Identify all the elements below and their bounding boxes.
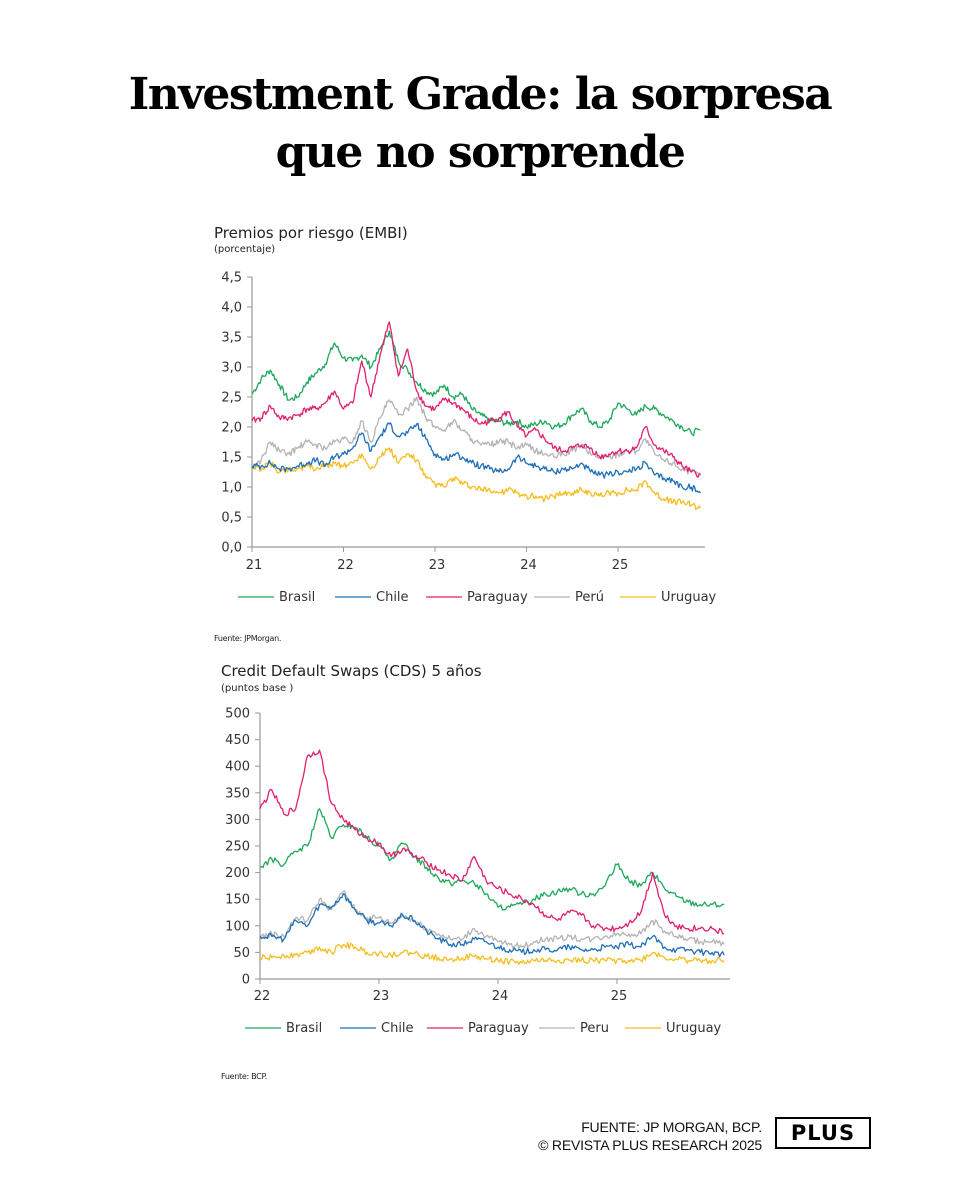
series-line-brasil <box>251 330 701 437</box>
y-tick-label: 0,5 <box>221 511 242 526</box>
legend-label: Uruguay <box>661 590 717 605</box>
x-tick-label: 23 <box>373 989 390 1004</box>
legend-label: Brasil <box>279 590 315 605</box>
y-tick-label: 4,5 <box>221 271 242 286</box>
legend-label: Perú <box>575 590 604 605</box>
plus-logo: PLUS <box>775 1117 871 1149</box>
y-tick-label: 50 <box>233 946 250 961</box>
headline-line-2: que no sorprende <box>275 127 686 178</box>
series-line-paraguay <box>251 321 701 478</box>
y-tick-label: 200 <box>225 866 250 881</box>
series-line-peru <box>259 890 725 950</box>
y-tick-label: 2,5 <box>221 391 242 406</box>
legend-label: Paraguay <box>467 590 528 605</box>
y-tick-label: 400 <box>225 760 250 775</box>
embi-chart: 0,0 0,5 1,0 1,5 2,0 2,5 3,0 3,5 4,0 4,5 21 22 23 24 25… <box>221 271 717 606</box>
x-tick-label: 22 <box>337 558 354 573</box>
y-tick-label: 2,0 <box>221 421 242 436</box>
x-tick-label: 25 <box>612 558 629 573</box>
y-tick-label: 300 <box>225 813 250 828</box>
y-tick-label: 3,5 <box>221 331 242 346</box>
legend-label: Paraguay <box>468 1021 529 1036</box>
series-line-chile <box>251 422 701 494</box>
y-tick-label: 1,0 <box>221 481 242 496</box>
headline: Investment Grade: la sorpresa que no sor… <box>0 66 960 182</box>
headline-line-1: Investment Grade: la sorpresa <box>128 69 833 120</box>
embi-chart-source: Fuente: JPMorgan. <box>214 634 282 643</box>
legend-label: Brasil <box>286 1021 322 1036</box>
legend-label: Peru <box>580 1021 609 1036</box>
cds-chart-source: Fuente: BCP. <box>221 1072 267 1081</box>
embi-chart-subtitle: (porcentaje) <box>214 244 276 255</box>
series-line-brasil <box>259 808 725 911</box>
x-tick-label: 23 <box>429 558 446 573</box>
cds-chart-title: Credit Default Swaps (CDS) 5 años <box>221 662 482 680</box>
x-tick-label: 24 <box>492 989 509 1004</box>
y-tick-label: 4,0 <box>221 301 242 316</box>
series-line-chile <box>259 893 725 958</box>
x-tick-label: 25 <box>611 989 628 1004</box>
cds-chart: 0 50 100 150 200 250 300 350 400 450 500 22 23 24 25 Br… <box>225 707 730 1036</box>
series-line-uruguay <box>259 942 725 965</box>
y-tick-label: 250 <box>225 840 250 855</box>
x-tick-label: 22 <box>254 989 271 1004</box>
footer-copyright: © REVISTA PLUS RESEARCH 2025 <box>538 1137 762 1153</box>
series-line-uruguay <box>251 447 701 511</box>
y-tick-label: 0 <box>242 973 250 988</box>
y-tick-label: 450 <box>225 733 250 748</box>
x-tick-label: 21 <box>246 558 263 573</box>
y-tick-label: 1,5 <box>221 451 242 466</box>
legend-label: Chile <box>376 590 409 605</box>
footer-source: FUENTE: JP MORGAN, BCP. <box>581 1119 762 1135</box>
x-tick-label: 24 <box>520 558 537 573</box>
y-tick-label: 3,0 <box>221 361 242 376</box>
footer-credits: FUENTE: JP MORGAN, BCP. © REVISTA PLUS R… <box>538 1118 762 1154</box>
y-tick-label: 150 <box>225 893 250 908</box>
embi-chart-title: Premios por riesgo (EMBI) <box>214 224 408 242</box>
series-line-paraguay <box>259 749 725 935</box>
y-tick-label: 0,0 <box>221 541 242 556</box>
legend-label: Chile <box>381 1021 414 1036</box>
y-tick-label: 100 <box>225 919 250 934</box>
y-tick-label: 350 <box>225 786 250 801</box>
cds-chart-subtitle: (puntos base ) <box>221 683 294 694</box>
y-tick-label: 500 <box>225 707 250 722</box>
legend-label: Uruguay <box>666 1021 722 1036</box>
